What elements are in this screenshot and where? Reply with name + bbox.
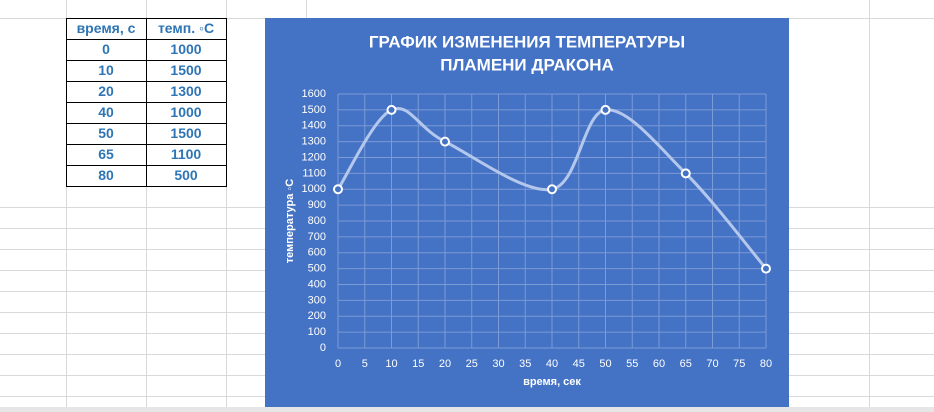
x-tick-label: 75 — [733, 358, 745, 370]
y-tick-label: 300 — [308, 294, 326, 306]
x-tick-label: 45 — [573, 358, 585, 370]
y-tick-label: 400 — [308, 278, 326, 290]
table-cell: 20 — [98, 83, 114, 99]
data-point — [600, 104, 611, 115]
x-tick-label: 0 — [335, 358, 341, 370]
y-tick-label: 200 — [308, 310, 326, 322]
y-tick-label: 800 — [308, 215, 326, 227]
data-point — [761, 263, 771, 274]
y-tick-label: 1300 — [302, 136, 326, 148]
chart-title: ГРАФИК ИЗМЕНЕНИЯ ТЕМПЕРАТУРЫ — [369, 32, 685, 51]
x-tick-label: 65 — [680, 358, 692, 370]
x-axis-label: время, сек — [523, 376, 581, 388]
y-axis-label: температура ◦С — [284, 179, 296, 264]
y-tick-label: 1100 — [302, 167, 326, 179]
x-tick-label: 25 — [466, 358, 478, 370]
table-cell: 65 — [98, 146, 114, 162]
y-tick-label: 500 — [308, 263, 326, 275]
table-cell: 1000 — [170, 104, 201, 120]
data-point — [440, 136, 450, 147]
x-tick-label: 80 — [760, 358, 772, 370]
data-table: время, с темп. ◦С 0 1000 10 1500 20 1300 40 1000 5… — [66, 18, 227, 187]
chart: ГРАФИК ИЗМЕНЕНИЯ ТЕМПЕРАТУРЫ ПЛАМЕНИ ДРАК… — [265, 18, 789, 407]
y-tick-label: 0 — [320, 342, 326, 354]
table-cell: 1500 — [170, 62, 201, 78]
x-tick-label: 70 — [706, 358, 718, 370]
table-cell: 40 — [98, 104, 114, 120]
chart-area — [265, 18, 789, 407]
y-tick-label: 700 — [308, 231, 326, 243]
x-tick-label: 15 — [412, 358, 424, 370]
x-tick-label: 10 — [385, 358, 397, 370]
table-cell: 1000 — [170, 41, 201, 57]
data-point — [333, 184, 343, 195]
y-tick-label: 900 — [308, 199, 326, 211]
data-point — [547, 184, 557, 195]
x-tick-label: 35 — [519, 358, 531, 370]
chart-title: ПЛАМЕНИ ДРАКОНА — [440, 55, 614, 74]
table-cell: 1300 — [170, 83, 201, 99]
y-tick-label: 1600 — [302, 88, 326, 100]
y-tick-label: 1200 — [302, 151, 326, 163]
table-cell: 0 — [102, 41, 110, 57]
table-cell: 10 — [98, 62, 114, 78]
table-cell: 80 — [98, 167, 114, 183]
x-tick-label: 55 — [626, 358, 638, 370]
y-tick-label: 100 — [308, 326, 326, 338]
y-tick-label: 1500 — [302, 104, 326, 116]
x-tick-label: 30 — [492, 358, 504, 370]
table-header: темп. ◦С — [158, 20, 214, 36]
table-cell: 1100 — [171, 146, 202, 162]
y-tick-label: 1400 — [302, 120, 326, 132]
y-tick-label: 600 — [308, 247, 326, 259]
x-tick-label: 60 — [653, 358, 665, 370]
data-point — [680, 168, 691, 179]
x-tick-label: 5 — [362, 358, 368, 370]
x-tick-label: 50 — [599, 358, 611, 370]
table-cell: 50 — [98, 125, 114, 141]
y-tick-label: 1000 — [302, 183, 326, 195]
data-point — [386, 104, 397, 115]
x-tick-label: 40 — [546, 358, 558, 370]
x-tick-label: 20 — [439, 358, 451, 370]
table-cell: 500 — [174, 167, 198, 183]
table-cell: 1500 — [170, 125, 201, 141]
sheet-tabs — [0, 407, 934, 412]
table-header: время, с — [77, 20, 136, 36]
